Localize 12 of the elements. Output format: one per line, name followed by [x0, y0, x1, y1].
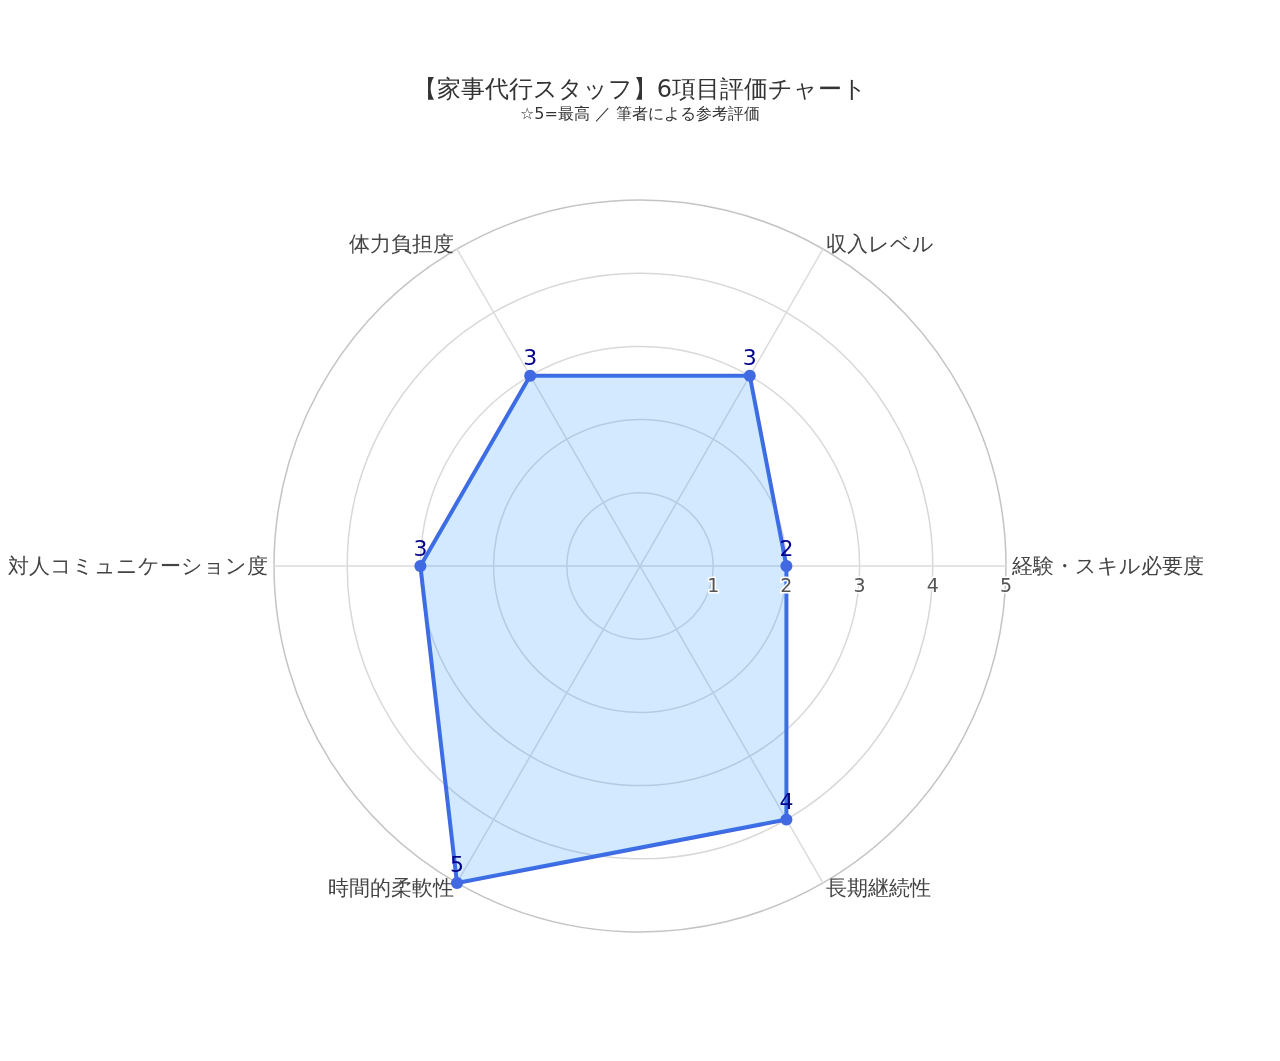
spoke-label: 対人コミュニケーション度: [8, 554, 268, 578]
spoke-label: 体力負担度: [349, 231, 454, 256]
spoke-label: 収入レベル: [826, 231, 934, 256]
spoke-label: 経験・スキル必要度: [1011, 554, 1204, 578]
chart-subtitle: ☆5=最高 ／ 筆者による参考評価: [519, 103, 761, 123]
spoke-label: 時間的柔軟性: [328, 876, 454, 901]
data-label: 3: [413, 535, 428, 561]
data-label: 3: [742, 345, 757, 371]
chart-title: 【家事代行スタッフ】6項目評価チャート: [412, 75, 868, 103]
y-tick-label: 1: [707, 573, 720, 596]
spoke-label: 長期継続性: [826, 876, 931, 901]
data-label: 3: [523, 345, 538, 371]
